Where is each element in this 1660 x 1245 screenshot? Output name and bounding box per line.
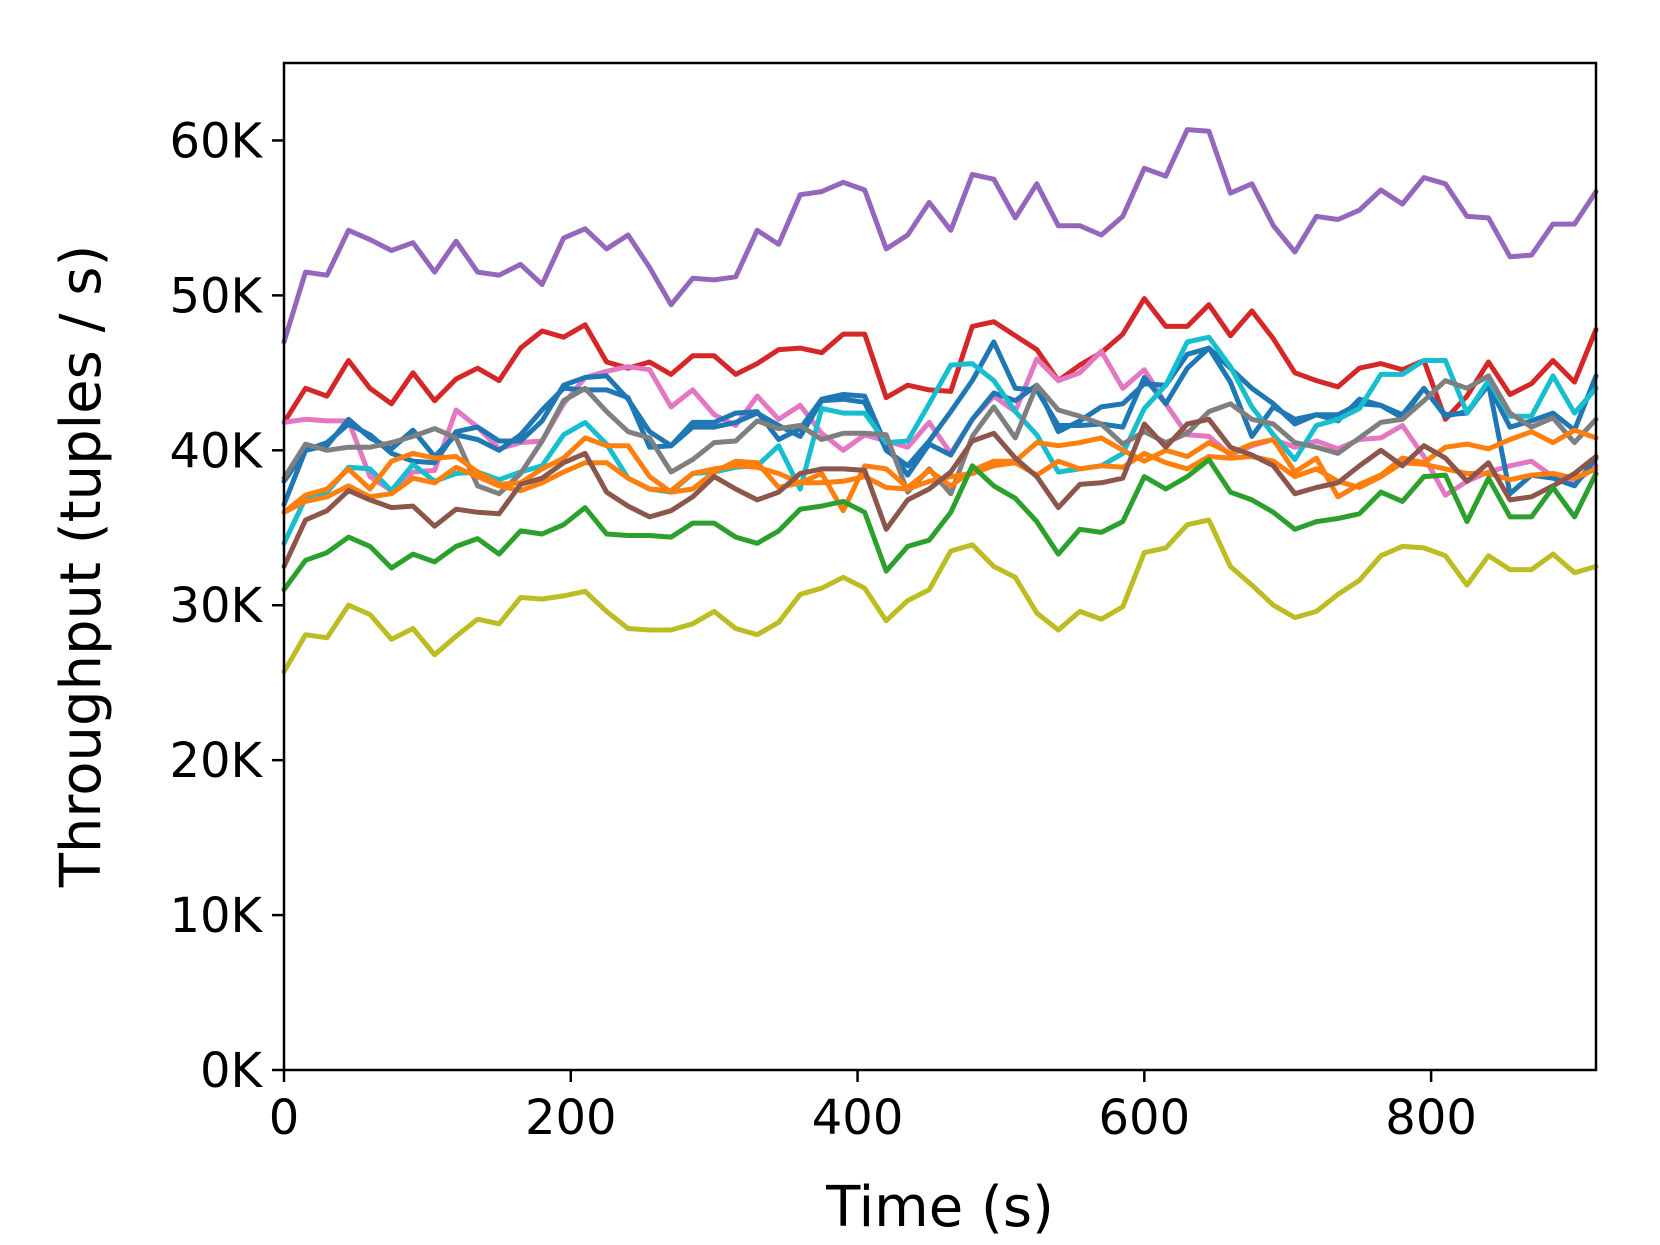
y-axis: 0K 10K 20K 30K 40K 50K 60K (169, 113, 284, 1099)
y-tick-label: 0K (200, 1043, 264, 1099)
x-tick-label: 600 (1099, 1090, 1191, 1146)
x-tick-label: 800 (1385, 1090, 1477, 1146)
series-line-11 (281, 457, 1599, 593)
x-tick-label: 400 (812, 1090, 904, 1146)
x-tick-label: 200 (525, 1090, 617, 1146)
x-axis: 0 200 400 600 800 (269, 1070, 1477, 1146)
x-tick-label: 0 (269, 1090, 300, 1146)
series-line-10 (281, 416, 1599, 569)
plot-frame (282, 61, 1598, 1072)
y-tick-label: 20K (169, 733, 263, 789)
y-tick-label: 40K (169, 423, 263, 479)
series-line-1 (281, 127, 1599, 345)
y-axis-title: Throughput (tuples / s) (49, 245, 114, 889)
series-line-2 (281, 296, 1599, 425)
y-tick-label: 50K (169, 268, 263, 324)
y-tick-label: 30K (169, 578, 263, 634)
series-line-6 (281, 334, 1599, 546)
x-axis-title: Time (s) (825, 1175, 1054, 1240)
y-tick-label: 60K (169, 113, 263, 169)
y-tick-label: 10K (169, 888, 263, 944)
series-layer (281, 127, 1599, 675)
series-line-12 (281, 517, 1599, 675)
series-line-5 (281, 345, 1599, 497)
